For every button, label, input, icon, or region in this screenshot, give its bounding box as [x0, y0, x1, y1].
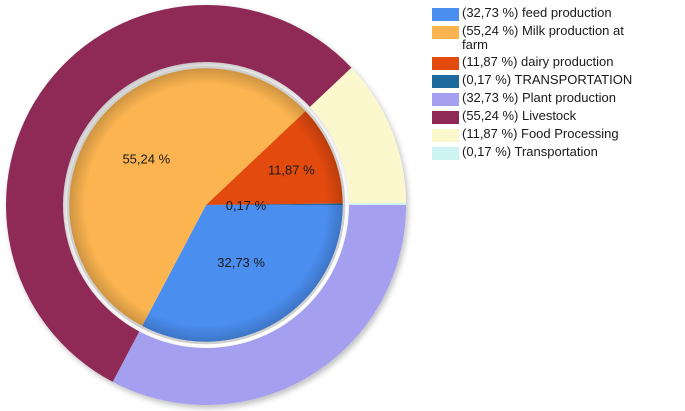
- outer-slice-transportation: [348, 202, 406, 205]
- legend-label: (55,24 %) Livestock: [462, 108, 577, 123]
- outer-slice-plant-production: [112, 205, 406, 405]
- outer-slice-food-processing: [310, 67, 406, 204]
- legend: (32,73 %) feed production (55,24 %) Milk …: [432, 6, 684, 163]
- legend-item: (0,17 %) TRANSPORTATION: [432, 73, 684, 88]
- legend-item: (11,87 %) dairy production: [432, 55, 684, 70]
- legend-label: (0,17 %) TRANSPORTATION: [462, 72, 633, 87]
- outer-slice-livestock: [5, 4, 352, 382]
- inner-pie-shading: [69, 68, 343, 342]
- legend-swatch: [432, 57, 459, 70]
- legend-swatch: [432, 8, 459, 21]
- data-labels: 32,73 % 55,24 % 11,87 % 0,17 %: [122, 152, 315, 271]
- inner-pie-rim: [66, 65, 346, 345]
- legend-swatch: [432, 75, 459, 88]
- legend-label: (32,73 %) feed production: [462, 5, 612, 20]
- legend-item: (11,87 %) Food Processing: [432, 127, 684, 142]
- legend-label: (0,17 %) Transportation: [462, 144, 598, 159]
- legend-item: (55,24 %) Milk production at farm: [432, 24, 684, 52]
- legend-item: (0,17 %) Transportation: [432, 145, 684, 160]
- legend-item: (32,73 %) Plant production: [432, 91, 684, 106]
- data-label-dairy-production: 11,87 %: [268, 163, 315, 178]
- legend-swatch: [432, 129, 459, 142]
- data-label-transportation: 0,17 %: [226, 198, 267, 213]
- legend-swatch: [432, 111, 459, 124]
- data-label-feed-production: 32,73 %: [217, 255, 265, 270]
- legend-item: (32,73 %) feed production: [432, 6, 684, 21]
- inner-pie: [69, 68, 343, 342]
- legend-swatch: [432, 147, 459, 160]
- legend-label: (11,87 %) dairy production: [462, 54, 614, 69]
- legend-label: (11,87 %) Food Processing: [462, 126, 619, 141]
- outer-ring: [5, 4, 406, 405]
- legend-item: (55,24 %) Livestock: [432, 109, 684, 124]
- legend-label: (55,24 %) Milk production at farm: [462, 23, 624, 52]
- data-label-milk-production-at-farm: 55,24 %: [122, 152, 170, 167]
- legend-swatch: [432, 93, 459, 106]
- legend-swatch: [432, 26, 459, 39]
- legend-label: (32,73 %) Plant production: [462, 90, 616, 105]
